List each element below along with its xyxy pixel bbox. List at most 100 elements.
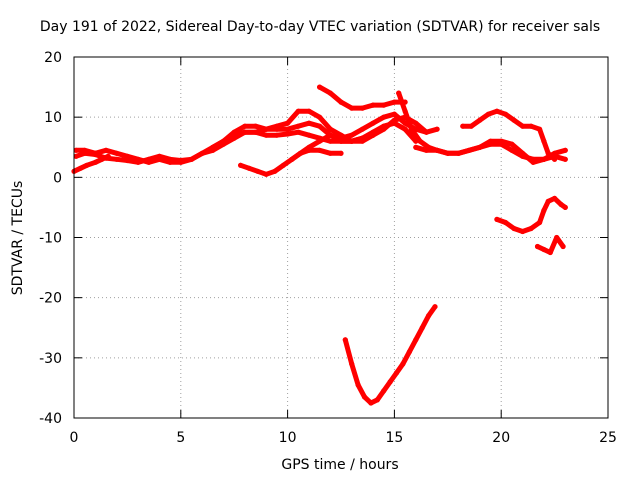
data-point: [541, 138, 547, 144]
data-point: [73, 153, 79, 159]
data-point: [359, 135, 365, 141]
data-point: [498, 138, 504, 144]
data-point: [274, 132, 280, 138]
data-point: [255, 168, 261, 174]
data-point: [242, 123, 248, 129]
data-point: [272, 168, 278, 174]
data-point: [545, 150, 551, 156]
data-point: [327, 138, 333, 144]
data-point: [528, 123, 534, 129]
data-point: [552, 195, 558, 201]
data-point: [396, 90, 402, 96]
data-point: [263, 126, 269, 132]
data-point: [541, 246, 547, 253]
data-point: [220, 138, 227, 144]
data-point: [285, 131, 291, 137]
data-point: [402, 126, 408, 132]
data-point: [511, 117, 517, 123]
y-tick-label: -40: [39, 411, 62, 427]
data-point: [509, 147, 515, 153]
series-track-3: [71, 153, 111, 174]
data-point: [114, 156, 120, 162]
data-point: [188, 156, 195, 162]
grid-lines: [74, 57, 608, 418]
data-point: [370, 132, 376, 138]
data-point: [419, 325, 425, 331]
data-point: [199, 150, 205, 156]
data-point: [338, 135, 344, 141]
data-point: [306, 120, 312, 126]
series-track-9: [413, 138, 568, 165]
series-line: [460, 108, 558, 162]
data-point: [477, 117, 483, 123]
data-point: [289, 156, 295, 162]
data-point: [285, 126, 291, 132]
data-point: [73, 147, 79, 153]
data-point: [306, 132, 312, 138]
x-tick-label: 10: [279, 430, 297, 446]
data-point: [263, 132, 269, 138]
series-track-10: [460, 108, 558, 162]
series-track-12: [534, 234, 566, 256]
y-tick-label: -30: [39, 351, 62, 367]
data-point: [135, 156, 141, 162]
data-point: [426, 313, 432, 319]
data-point: [387, 379, 393, 385]
data-point: [562, 156, 568, 162]
data-point: [368, 400, 374, 406]
data-point: [432, 304, 438, 310]
data-point: [560, 243, 566, 250]
data-point: [400, 361, 406, 367]
data-point: [487, 138, 494, 144]
data-point: [92, 150, 98, 156]
x-tick-label: 5: [176, 430, 185, 446]
data-point: [413, 337, 419, 343]
data-point: [562, 204, 568, 210]
data-point: [317, 84, 323, 90]
series-line: [317, 84, 408, 111]
data-point: [355, 382, 361, 388]
data-point: [82, 147, 88, 153]
data-point: [124, 153, 130, 159]
data-point: [146, 159, 152, 165]
data-point: [156, 156, 162, 162]
data-point: [408, 126, 415, 132]
data-point: [391, 117, 397, 123]
chart-title: Day 191 of 2022, Sidereal Day-to-day VTE…: [39, 19, 601, 35]
data-point: [520, 228, 526, 235]
data-point: [317, 114, 323, 120]
data-point: [494, 108, 500, 114]
data-point: [349, 105, 355, 111]
data-point: [413, 144, 419, 150]
axis-ticks: 0 5 10 15 20 25 -40 -30 -20 -10 0 10 20: [39, 50, 617, 446]
data-point: [295, 108, 301, 114]
data-point: [502, 219, 509, 226]
data-point: [338, 99, 344, 105]
data-point: [253, 123, 259, 129]
data-point: [349, 132, 355, 138]
data-point: [327, 150, 333, 156]
y-tick-label: -10: [39, 231, 62, 247]
data-point: [455, 150, 462, 156]
data-point: [402, 108, 408, 114]
data-point: [306, 108, 312, 114]
data-point: [381, 126, 387, 132]
data-point: [253, 129, 259, 135]
data-point: [530, 159, 536, 165]
data-point: [349, 138, 355, 144]
x-axis-label: GPS time / hours: [281, 457, 399, 473]
data-point: [381, 102, 387, 108]
data-point: [361, 394, 368, 400]
data-point: [509, 141, 515, 147]
data-point: [317, 138, 323, 144]
data-point: [534, 243, 541, 250]
data-point: [84, 162, 90, 168]
data-point: [317, 147, 323, 153]
data-point: [295, 129, 301, 135]
data-point: [520, 150, 526, 156]
data-point: [280, 162, 286, 168]
data-point: [238, 162, 244, 168]
data-point: [342, 337, 348, 343]
data-point: [381, 388, 387, 394]
data-point: [423, 147, 429, 153]
